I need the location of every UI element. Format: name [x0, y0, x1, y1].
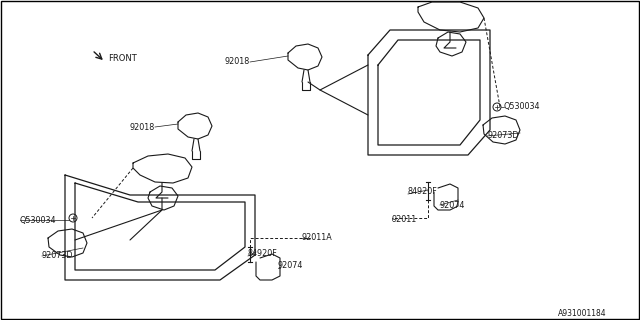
Text: 92074: 92074: [440, 201, 465, 210]
Text: 92011: 92011: [392, 215, 417, 225]
Text: 92011A: 92011A: [302, 234, 333, 243]
Text: A931001184: A931001184: [558, 308, 607, 317]
Text: Q530034: Q530034: [20, 215, 56, 225]
Text: 92018: 92018: [130, 123, 155, 132]
Text: 84920F: 84920F: [408, 188, 438, 196]
Text: FRONT: FRONT: [108, 54, 137, 63]
Text: 92018: 92018: [225, 58, 250, 67]
Text: 92074: 92074: [278, 261, 303, 270]
Text: 84920F: 84920F: [248, 250, 278, 259]
Text: 92073D: 92073D: [42, 252, 74, 260]
Text: 92073D: 92073D: [487, 132, 518, 140]
Text: Q530034: Q530034: [504, 102, 541, 111]
